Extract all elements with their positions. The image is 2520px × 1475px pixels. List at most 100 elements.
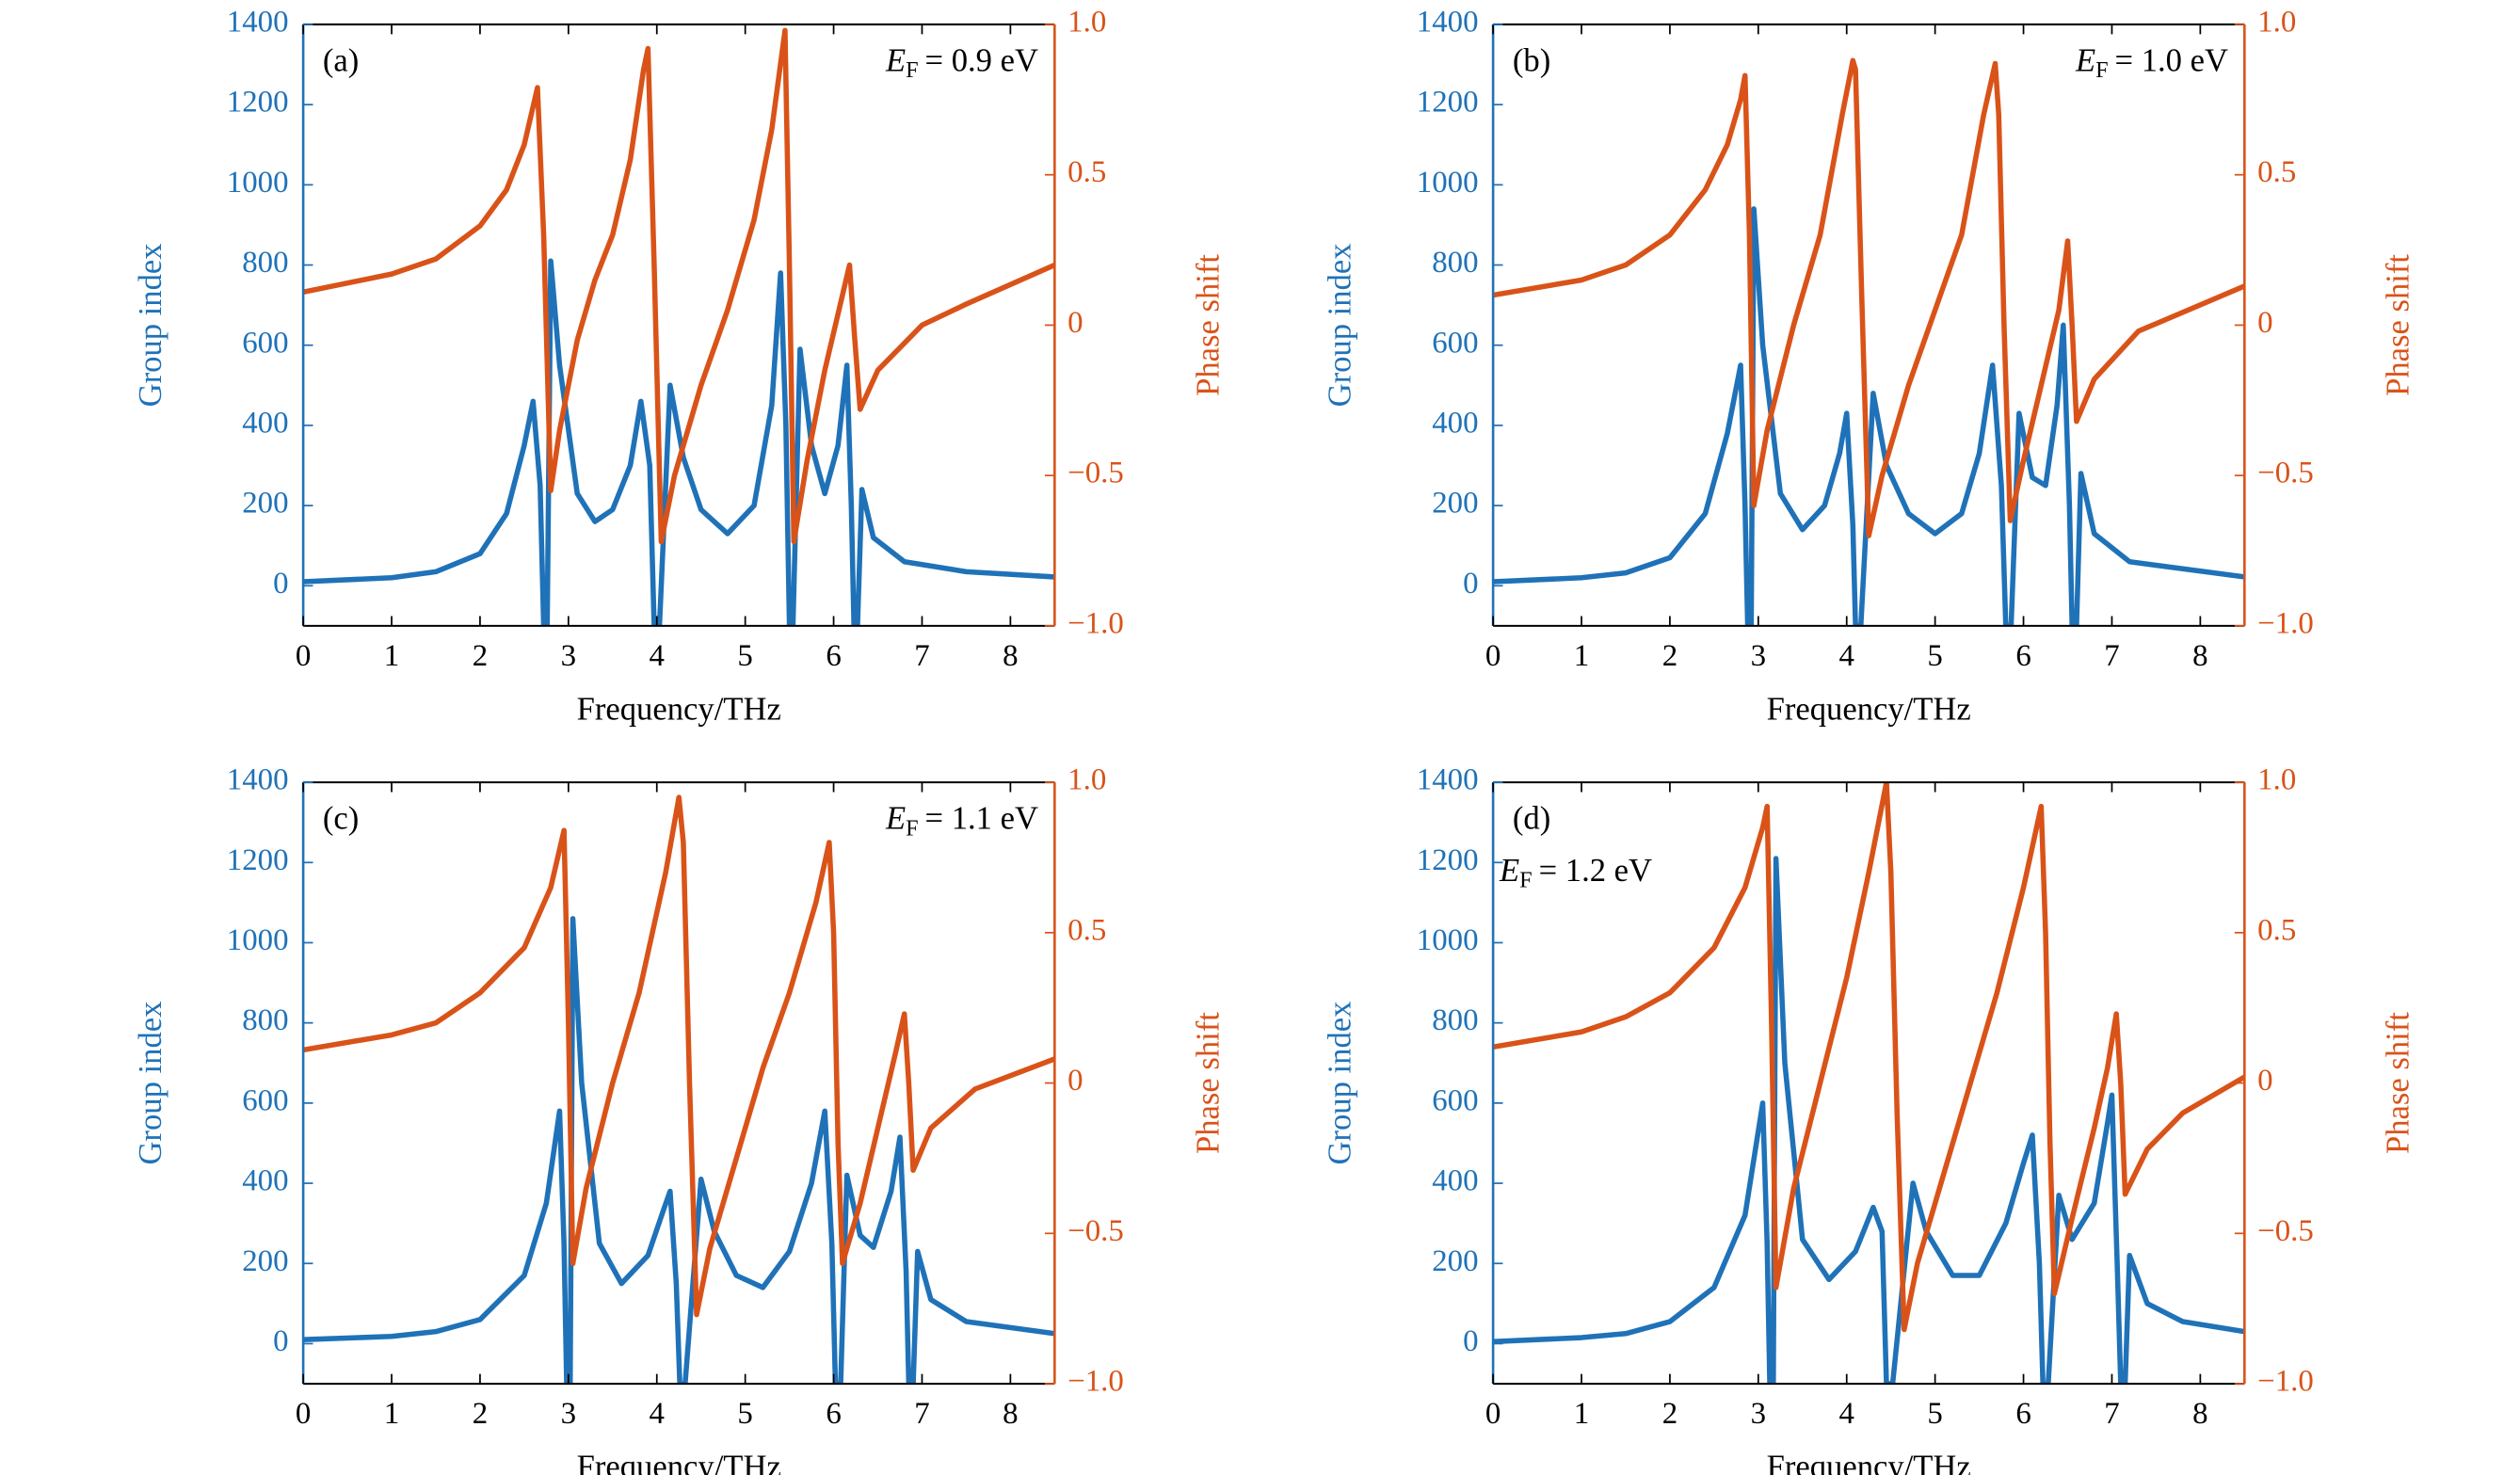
x-tick-label: 0: [1485, 1397, 1501, 1431]
x-tick-label: 4: [1839, 1397, 1854, 1431]
x-tick-label: 8: [1003, 639, 1018, 673]
y2-axis-label: Phase shift: [1190, 1012, 1226, 1154]
y-tick-label: 1400: [227, 6, 289, 40]
y2-tick-label: 0: [1067, 306, 1083, 340]
y-tick-label: 200: [1432, 1244, 1478, 1278]
y-tick-label: 1200: [1417, 86, 1479, 120]
y-axis-label: Group index: [133, 1002, 169, 1165]
y2-tick-label: 1.0: [2257, 763, 2296, 797]
y2-axis-label: Phase shift: [1190, 254, 1226, 396]
x-tick-label: 5: [737, 1397, 752, 1431]
annotation-text: = 1.1 eV: [925, 801, 1038, 837]
x-tick-label: 5: [1927, 639, 1942, 673]
x-tick-label: 7: [2104, 1397, 2119, 1431]
series-line: [1493, 782, 2245, 1333]
y-tick-label: 600: [1432, 1083, 1478, 1117]
x-tick-label: 5: [1927, 1397, 1942, 1431]
annotation-subscript: F: [1519, 867, 1532, 892]
y-tick-label: 600: [1432, 326, 1478, 360]
annotation-text: = 1.0 eV: [2115, 42, 2228, 78]
y-tick-label: 1000: [227, 923, 289, 957]
y2-tick-label: 0.5: [1067, 913, 1106, 947]
y-tick-label: 400: [242, 406, 288, 440]
y2-tick-label: −0.5: [1067, 1214, 1124, 1248]
annotation: EF = 1.2 eV: [1499, 853, 1652, 892]
x-tick-label: 2: [473, 639, 488, 673]
x-tick-label: 7: [2104, 639, 2119, 673]
y-tick-label: 1200: [1417, 843, 1479, 877]
panel-label: (c): [323, 801, 359, 837]
series-line: [303, 916, 1055, 1385]
x-tick-label: 0: [296, 639, 311, 673]
x-tick-label: 2: [1662, 639, 1677, 673]
y-tick-label: 1200: [227, 843, 289, 877]
annotation: EF = 1.1 eV: [885, 801, 1038, 841]
y-tick-label: 800: [1432, 246, 1478, 280]
annotation-text: = 0.9 eV: [925, 42, 1038, 78]
x-tick-label: 3: [561, 1397, 576, 1431]
y2-tick-label: −1.0: [1067, 1365, 1124, 1399]
annotation: EF = 1.0 eV: [2075, 42, 2228, 82]
y2-tick-label: 0.5: [2257, 913, 2296, 947]
y-tick-label: 1000: [1417, 923, 1479, 957]
y2-tick-label: −1.0: [2257, 1365, 2314, 1399]
annotation-text: = 1.2 eV: [1539, 853, 1652, 889]
y-tick-label: 0: [1463, 567, 1478, 601]
y2-tick-label: 0.5: [2257, 155, 2296, 189]
x-axis-label: Frequency/THz: [1767, 692, 1971, 728]
annotation-subscript: F: [906, 815, 918, 841]
y2-tick-label: −0.5: [2257, 1214, 2314, 1248]
x-tick-label: 2: [473, 1397, 488, 1431]
y-tick-label: 200: [242, 1244, 288, 1278]
x-tick-label: 3: [561, 639, 576, 673]
y2-tick-label: 1.0: [1067, 6, 1106, 40]
annotation-subscript: F: [2095, 57, 2108, 83]
annotation-symbol: E: [2075, 42, 2095, 78]
y2-tick-label: 0.5: [1067, 155, 1106, 189]
x-tick-label: 7: [914, 639, 929, 673]
y2-tick-label: 0: [2257, 1064, 2272, 1098]
y-tick-label: 1400: [1417, 6, 1479, 40]
x-tick-label: 3: [1751, 639, 1766, 673]
y-tick-label: 200: [242, 487, 288, 521]
x-tick-label: 0: [1485, 639, 1501, 673]
panel-label: (a): [323, 42, 359, 78]
x-tick-label: 1: [1574, 1397, 1589, 1431]
y2-tick-label: −0.5: [1067, 457, 1124, 490]
y2-tick-label: 1.0: [1067, 763, 1106, 797]
panel: 0 1 2 3 4 5 6 7 8 0 200 400 600 800 1000 1200 1400 1.0 0.5…: [1323, 6, 2416, 728]
y-tick-label: 800: [1432, 1003, 1478, 1037]
x-tick-label: 6: [2015, 1397, 2030, 1431]
y-tick-label: 0: [273, 1324, 288, 1358]
y2-axis-label: Phase shift: [2380, 1012, 2416, 1154]
y-tick-label: 800: [242, 1003, 288, 1037]
panel-label: (d): [1513, 801, 1550, 837]
y-tick-label: 1400: [227, 763, 289, 797]
y2-tick-label: 1.0: [2257, 6, 2296, 40]
y-tick-label: 0: [273, 567, 288, 601]
panel: 0 1 2 3 4 5 6 7 8 0 200 400 600 800 1000 1200 1400 1.0 0.5…: [133, 763, 1227, 1475]
y-tick-label: 1400: [1417, 763, 1479, 797]
x-axis-label: Frequency/THz: [577, 692, 781, 728]
annotation-symbol: E: [1499, 853, 1519, 889]
y2-tick-label: −1.0: [2257, 606, 2314, 640]
x-tick-label: 0: [296, 1397, 311, 1431]
y2-tick-label: 0: [2257, 306, 2272, 340]
x-tick-label: 8: [1003, 1397, 1018, 1431]
x-tick-label: 3: [1751, 1397, 1766, 1431]
x-tick-label: 1: [384, 639, 399, 673]
annotation: EF = 0.9 eV: [885, 42, 1038, 82]
x-tick-label: 4: [1839, 639, 1854, 673]
y-axis-label: Group index: [1323, 243, 1358, 407]
x-tick-label: 5: [737, 639, 752, 673]
y-axis-label: Group index: [133, 243, 169, 407]
x-tick-label: 6: [826, 1397, 841, 1431]
panel: 0 1 2 3 4 5 6 7 8 0 200 400 600 800 1000 1200 1400 1.0 0.5…: [1323, 763, 2416, 1475]
x-tick-label: 8: [2192, 1397, 2207, 1431]
x-axis-label: Frequency/THz: [577, 1450, 781, 1475]
x-tick-label: 8: [2192, 639, 2207, 673]
y-tick-label: 600: [242, 1083, 288, 1117]
y-tick-label: 1000: [1417, 166, 1479, 200]
